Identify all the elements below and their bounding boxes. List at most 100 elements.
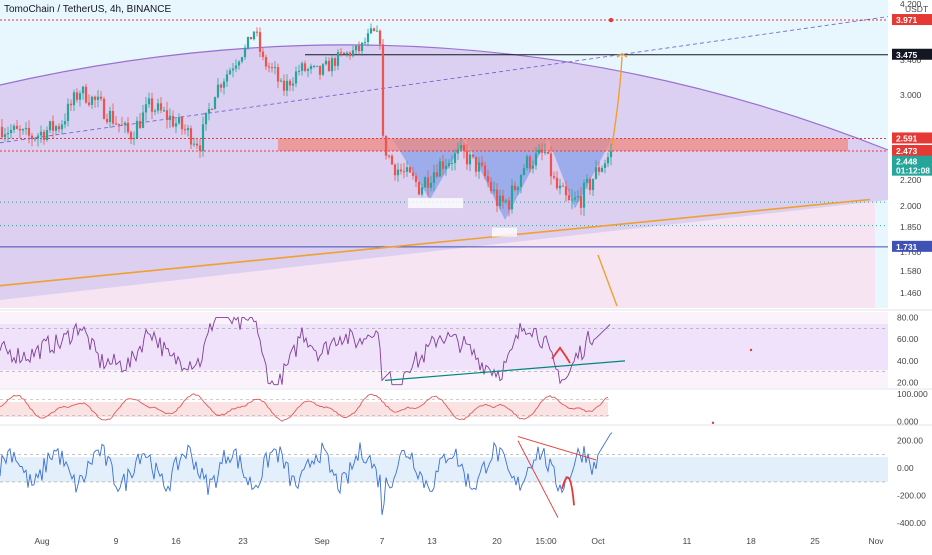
cci-line — [0, 432, 613, 515]
candle-body — [294, 71, 298, 84]
candle-body — [240, 57, 244, 62]
candle-body — [387, 155, 391, 157]
candle-body — [315, 65, 319, 67]
candle-body — [24, 127, 28, 130]
candle-body — [546, 151, 550, 154]
candle-body — [369, 28, 373, 34]
candle-body — [228, 70, 232, 75]
candle-body — [414, 176, 418, 182]
candle-body — [237, 61, 241, 66]
price-tick-label: 3.000 — [900, 90, 922, 100]
candle-body — [12, 125, 16, 130]
support-trendline — [0, 198, 871, 287]
candle-body — [354, 45, 358, 51]
candle-body — [375, 30, 379, 32]
candle-body — [168, 115, 172, 121]
candle-body — [300, 63, 304, 71]
time-tick-label: Nov — [868, 536, 884, 546]
rsi-pane[interactable] — [0, 316, 888, 386]
candle-body — [60, 124, 64, 130]
time-tick-label: 20 — [492, 536, 502, 546]
candle-body — [432, 172, 436, 183]
candle-body — [30, 135, 34, 140]
candle-body — [198, 145, 202, 151]
candle-body — [135, 120, 139, 138]
candle-body — [450, 162, 454, 164]
resistance-zone — [278, 138, 848, 151]
candle-body — [438, 161, 442, 177]
candle-body — [330, 58, 334, 72]
candle-body — [411, 172, 415, 177]
candle-body — [351, 50, 355, 57]
candle-body — [444, 165, 448, 169]
candle-body — [540, 149, 544, 153]
candle-body — [486, 176, 490, 182]
cci-highlight — [561, 476, 575, 506]
candle-body — [102, 98, 106, 119]
price-badge — [892, 48, 932, 60]
label-box — [492, 227, 517, 237]
price-tick-label: 1.850 — [900, 222, 922, 232]
rsi-tick-label: 20.00 — [897, 378, 919, 388]
candle-body — [69, 103, 73, 106]
candle-body — [108, 110, 112, 123]
candle-body — [276, 67, 280, 82]
main-price-pane[interactable] — [0, 16, 889, 307]
candle-body — [483, 165, 487, 177]
cci-tick-label: 0.00 — [897, 463, 914, 473]
candle-body — [408, 167, 412, 173]
candle-body — [360, 42, 364, 52]
candle-body — [222, 81, 226, 88]
time-tick-label: 23 — [238, 536, 248, 546]
candle-body — [528, 156, 532, 169]
candle-body — [456, 149, 460, 154]
candle-body — [495, 189, 499, 206]
candle-body — [264, 57, 268, 67]
candle-body — [426, 177, 430, 188]
time-tick-label: Sep — [314, 536, 329, 546]
candle-body — [159, 103, 163, 111]
candle-body — [459, 144, 463, 150]
candle-body — [543, 151, 547, 153]
candle-body — [81, 86, 85, 94]
stoch-tick-label: 0.000 — [897, 416, 919, 426]
target-arrowhead — [616, 52, 628, 58]
time-tick-label: 15:00 — [535, 536, 557, 546]
currency-label: USDT — [905, 4, 928, 14]
price-badge — [892, 155, 932, 167]
rsi-band — [0, 324, 888, 370]
candle-body — [51, 121, 55, 131]
candle-body — [165, 110, 169, 121]
candle-body — [219, 84, 223, 88]
candle-body — [561, 185, 565, 187]
candle-body — [594, 167, 598, 179]
candle-body — [117, 123, 121, 125]
price-tick-label: 3.400 — [900, 55, 922, 65]
cci-pane[interactable] — [0, 421, 888, 518]
candle-body — [132, 137, 136, 140]
candle-body — [210, 109, 214, 111]
alert-marker — [608, 17, 614, 23]
rsi-tick-label: 80.00 — [897, 312, 919, 322]
price-badge-label: 3.475 — [896, 50, 918, 60]
cci-tick-label: 200.00 — [897, 436, 923, 446]
candle-body — [567, 195, 571, 201]
candle-body — [462, 144, 466, 152]
price-tick-label: 1.700 — [900, 247, 922, 257]
time-tick-label: 9 — [114, 536, 119, 546]
stoch-line — [0, 393, 609, 422]
candle-body — [534, 153, 538, 166]
candle-body — [318, 65, 322, 75]
candle-body — [507, 200, 511, 210]
candle-body — [525, 156, 529, 169]
candle-body — [336, 52, 340, 66]
candle-body — [3, 134, 7, 138]
candle-body — [522, 168, 526, 175]
stoch-pane[interactable] — [0, 393, 610, 422]
candle-body — [231, 68, 235, 71]
candle-body — [519, 174, 523, 187]
time-tick-label: 7 — [380, 536, 385, 546]
candle-body — [489, 181, 493, 192]
